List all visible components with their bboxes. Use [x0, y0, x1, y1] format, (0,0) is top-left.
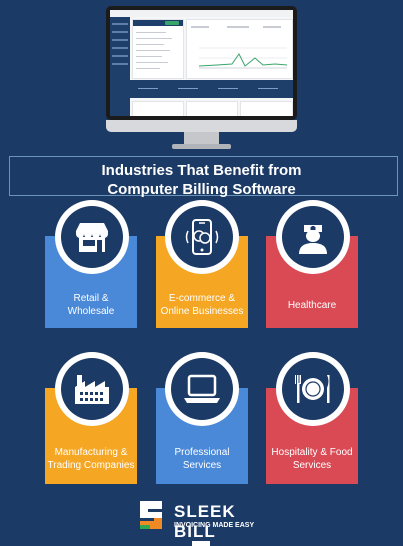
- industry-label-line1: Manufacturing &: [54, 447, 128, 458]
- manufacturing-icon-circle: [55, 352, 129, 426]
- industry-label-line1: Healthcare: [287, 299, 337, 311]
- monitor-chin: [106, 120, 297, 132]
- desktop-monitor-illustration: [106, 6, 297, 150]
- nurse-icon: [299, 225, 327, 254]
- industry-label-line2: Services: [292, 460, 332, 471]
- industry-label-line2: Services: [182, 460, 222, 471]
- brand-name: SLEEK BILL: [174, 502, 236, 541]
- sidebar-line: [112, 39, 128, 41]
- industry-label-line1: Professional: [174, 447, 230, 458]
- industry-label-line1: Retail &: [73, 293, 109, 304]
- healthcare-icon-circle: [276, 200, 350, 274]
- factory-icon: [75, 375, 109, 404]
- sales-chart-icon: [191, 26, 288, 69]
- industry-label-line2: Online Businesses: [160, 306, 244, 317]
- dining-icon: [295, 375, 330, 403]
- store-icon: [76, 223, 108, 252]
- bottom-tab-marker: [192, 541, 210, 546]
- bottom-panel: [186, 101, 238, 116]
- app-sidebar: [110, 17, 130, 116]
- sidebar-line: [112, 23, 128, 25]
- title-line-1: Industries That Benefit from: [101, 162, 302, 179]
- list-panel: [132, 19, 184, 79]
- sidebar-line: [112, 63, 128, 65]
- bottom-panel: [132, 101, 184, 116]
- bottom-panel: [240, 101, 293, 116]
- stats-bar: [130, 80, 293, 98]
- billing-software-screenshot: [110, 10, 293, 116]
- laptop-icon: [184, 374, 220, 403]
- industry-label-line2: Trading Companies: [47, 460, 135, 471]
- industry-label-line1: E-commerce &: [168, 293, 236, 304]
- hospitality-icon-circle: [276, 352, 350, 426]
- brand-tagline: INVOICING MADE EASY: [174, 522, 255, 529]
- professional-icon-circle: [165, 352, 239, 426]
- app-main: [130, 17, 293, 116]
- sleek-bill-logo-icon: [140, 501, 162, 529]
- monitor-stand: [184, 132, 219, 145]
- title-line-2: Computer Billing Software: [107, 181, 296, 198]
- retail-icon-circle: [55, 200, 129, 274]
- sidebar-line: [112, 55, 128, 57]
- chart-panel: [186, 19, 293, 79]
- title-frame: [9, 156, 398, 196]
- monitor-base: [172, 144, 231, 149]
- sleek-bill-logo: SLEEK BILL INVOICING MADE EASY: [134, 498, 274, 541]
- industry-label-line2: Wholesale: [67, 306, 115, 317]
- sidebar-line: [112, 31, 128, 33]
- page-title: Industries That Benefit from Computer Bi…: [0, 161, 403, 199]
- industry-label-line1: Hospitality & Food: [271, 447, 353, 458]
- mobile-payment-icon: [185, 219, 219, 255]
- ecommerce-icon-circle: [165, 200, 239, 274]
- sidebar-line: [112, 47, 128, 49]
